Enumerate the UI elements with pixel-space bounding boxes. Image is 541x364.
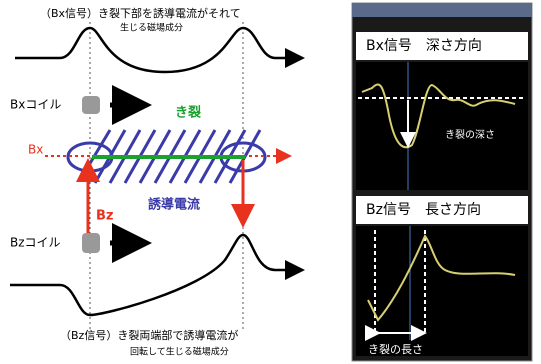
title-bar — [352, 3, 532, 17]
label: Bxコイル — [10, 98, 61, 112]
recorder-window: Bx信号 深さ方向 き裂の深さ Bz信号 長さ方向 き裂の長さ — [352, 3, 532, 361]
diagram: （Bx信号）き裂下部を誘導電流がそれて 生じる磁場成分 Bxコイル き裂 Bx … — [0, 0, 541, 364]
coil-icon — [82, 96, 100, 114]
label: 誘導電流 — [148, 197, 200, 213]
label: き裂 — [175, 105, 202, 121]
plot-area — [356, 226, 528, 356]
label: Bx — [28, 143, 43, 157]
plot-area — [356, 62, 528, 190]
annotation: き裂の長さ — [368, 343, 423, 356]
label: Bzコイル — [10, 236, 61, 250]
coil-icon — [82, 233, 100, 253]
label: 生じる磁場成分 — [120, 22, 183, 34]
bx-curve — [15, 28, 300, 72]
label: （Bx信号）き裂下部を誘導電流がそれて — [40, 6, 241, 20]
label: （Bz信号）き裂両端部で誘導電流が — [60, 328, 238, 342]
panel-title: Bx信号 深さ方向 — [366, 38, 482, 54]
left-diagram: （Bx信号）き裂下部を誘導電流がそれて 生じる磁場成分 Bxコイル き裂 Bx … — [10, 6, 300, 358]
label: Bz — [96, 209, 113, 224]
label: 回転して生じる磁場成分 — [130, 346, 229, 358]
panel-title: Bz信号 長さ方向 — [366, 202, 481, 218]
annotation: き裂の深さ — [445, 128, 495, 141]
